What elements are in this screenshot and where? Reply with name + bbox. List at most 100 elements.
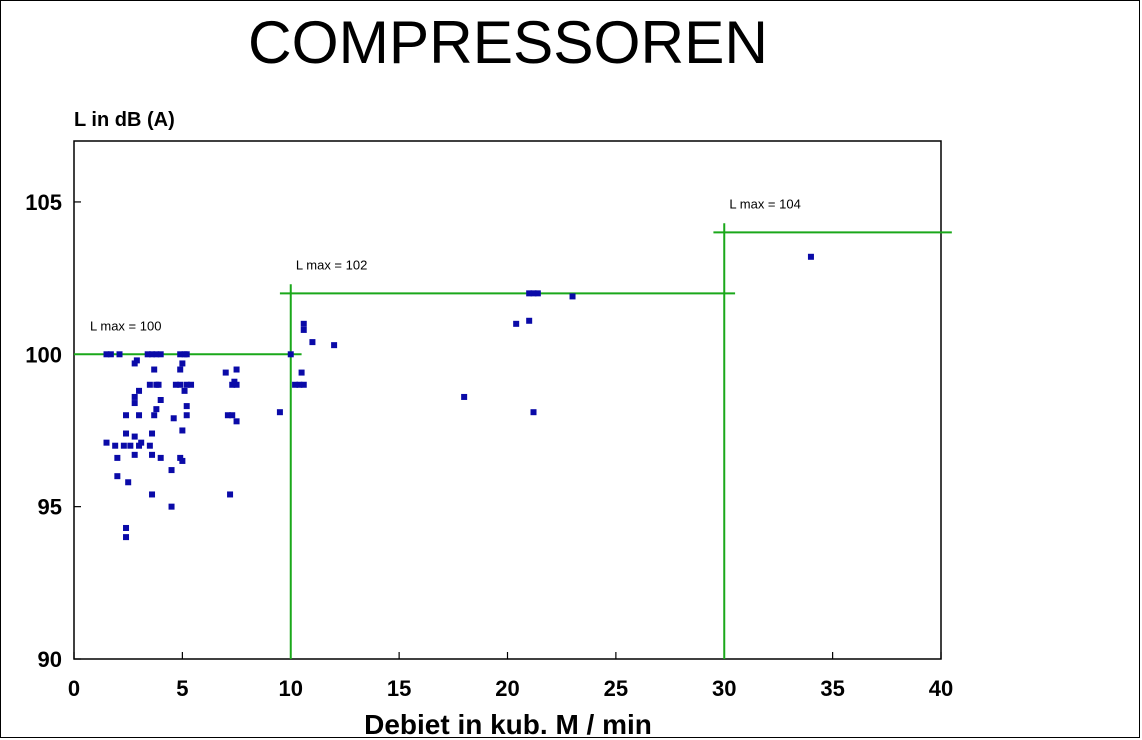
data-point (127, 442, 134, 449)
x-tick-label: 20 (495, 676, 519, 701)
data-point (131, 400, 138, 407)
data-point (526, 290, 533, 297)
data-point (300, 320, 307, 327)
data-point (151, 412, 158, 419)
data-point (224, 412, 231, 419)
y-tick-label: 90 (38, 647, 62, 672)
data-point (146, 381, 153, 388)
data-point (300, 326, 307, 333)
data-point (530, 290, 537, 297)
data-point (177, 366, 184, 373)
data-point (168, 503, 175, 510)
data-point (123, 524, 130, 531)
data-point (107, 351, 114, 358)
data-point (131, 360, 138, 367)
data-point (125, 479, 132, 486)
data-point (276, 409, 283, 416)
data-point (112, 442, 119, 449)
data-point (116, 351, 123, 358)
data-point (151, 366, 158, 373)
data-point (183, 351, 190, 358)
data-point (157, 351, 164, 358)
data-point (157, 397, 164, 403)
data-point (136, 442, 143, 449)
x-tick-label: 30 (712, 676, 736, 701)
x-tick-label: 0 (68, 676, 80, 701)
data-point (300, 381, 307, 388)
data-point (114, 473, 121, 480)
y-tick-label: 105 (25, 190, 62, 215)
data-point (807, 253, 814, 260)
data-point (177, 381, 184, 388)
x-tick-label: 5 (176, 676, 188, 701)
data-point (296, 381, 303, 388)
data-point (136, 412, 143, 419)
data-point (149, 451, 156, 458)
x-tick-label: 35 (820, 676, 844, 701)
data-point (309, 339, 316, 346)
data-point (233, 381, 240, 388)
limit-label: L max = 102 (296, 257, 367, 272)
data-point (227, 491, 234, 498)
data-point (149, 351, 156, 358)
data-point (513, 320, 520, 327)
data-point (131, 451, 138, 458)
data-point (123, 412, 130, 419)
data-point (179, 360, 186, 367)
data-point (131, 433, 138, 440)
data-point (133, 357, 140, 364)
chart-marks: 0 5 10 15 20 25 30 35 40 90 95 100 105 L max = 100 L m… (25, 190, 953, 701)
data-point (155, 381, 162, 388)
data-point (131, 393, 138, 400)
data-point (331, 342, 338, 349)
data-point (183, 403, 190, 410)
data-point (114, 454, 121, 461)
data-point (526, 317, 533, 324)
data-point (149, 430, 156, 437)
data-point (153, 406, 160, 413)
data-point (222, 369, 229, 376)
x-tick-label: 10 (279, 676, 303, 701)
data-point (153, 351, 160, 358)
data-point (233, 418, 240, 425)
data-point (157, 454, 164, 461)
data-point (183, 412, 190, 419)
y-axis-label: L in dB (A) (74, 109, 175, 131)
data-point (168, 467, 175, 474)
data-point (172, 381, 179, 388)
data-point (123, 534, 130, 541)
data-point (146, 442, 153, 449)
data-point (229, 381, 236, 388)
data-point (123, 430, 130, 437)
data-point (231, 378, 238, 385)
data-point (183, 381, 190, 388)
data-point (177, 351, 184, 358)
data-point (188, 381, 195, 388)
data-point (144, 351, 151, 358)
x-tick-label: 15 (387, 676, 411, 701)
data-point (170, 415, 177, 422)
limit-label: L max = 100 (90, 318, 161, 333)
data-point (103, 351, 110, 358)
y-tick-label: 95 (38, 495, 62, 520)
limit-label: L max = 104 (729, 196, 800, 211)
data-point (569, 293, 576, 300)
chart-title: COMPRESSOREN (248, 9, 768, 76)
data-point (292, 381, 299, 388)
data-point (179, 427, 186, 434)
data-point (120, 442, 127, 449)
x-axis-label: Debiet in kub. M / min (364, 709, 652, 740)
data-point (138, 439, 145, 446)
data-point (179, 457, 186, 464)
data-point (149, 491, 156, 498)
x-tick-label: 40 (929, 676, 953, 701)
data-point (298, 369, 305, 376)
data-point (530, 409, 537, 416)
plot-area (73, 140, 942, 660)
data-point (233, 366, 240, 373)
data-point (177, 454, 184, 461)
data-point (461, 393, 468, 400)
y-tick-label: 100 (25, 342, 62, 367)
